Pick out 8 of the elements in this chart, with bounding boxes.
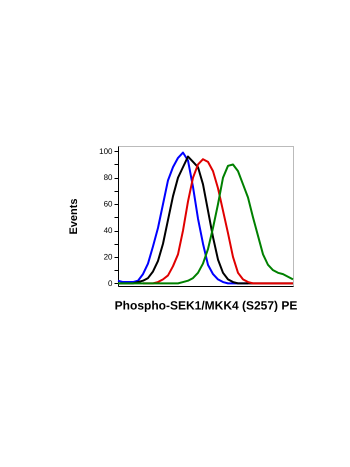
y-tick-label: 20 bbox=[104, 252, 114, 262]
y-tick-label: 80 bbox=[104, 173, 114, 182]
y-tick-label: 100 bbox=[99, 146, 114, 156]
y-axis-title: Events bbox=[68, 198, 80, 235]
y-tick-label: 40 bbox=[104, 226, 114, 236]
y-tick-label: 0 bbox=[108, 278, 114, 288]
x-axis-title: Phospho-SEK1/MKK4 (S257) PE bbox=[114, 298, 298, 312]
y-tick-label: 60 bbox=[104, 200, 114, 209]
